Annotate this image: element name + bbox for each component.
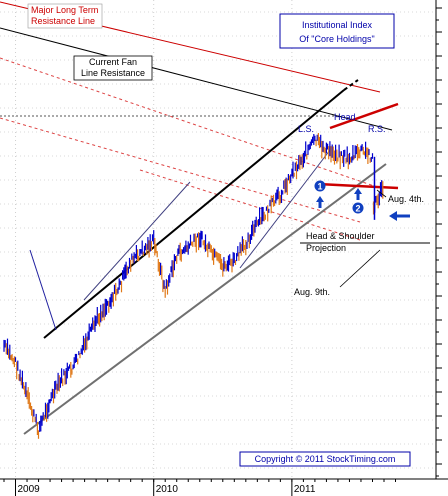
channel-support-line <box>43 89 345 339</box>
aug9-pointer <box>339 249 381 288</box>
x-tick-label: 2009 <box>18 484 41 495</box>
fan-line-dashed <box>0 57 381 189</box>
right-shoulder-label: R.S. <box>368 124 386 134</box>
major-resistance-box <box>27 3 103 29</box>
left-shoulder-label: L.S. <box>298 124 314 134</box>
channel-line-thin <box>83 181 191 301</box>
marker-2-circle <box>352 202 364 214</box>
head-label: Head <box>334 112 356 122</box>
marker-2-label: 2 <box>355 204 360 214</box>
long-term-support-line <box>23 163 387 435</box>
right-side-arrow <box>389 211 410 221</box>
fan-line-thin <box>29 249 57 331</box>
fan-resistance-box <box>73 55 153 81</box>
marker-1-circle <box>314 180 326 192</box>
hs-projection-label: Head & Shoulder <box>306 231 375 241</box>
channel-support-line-extension <box>343 79 359 91</box>
copyright-box <box>239 451 411 467</box>
head-shoulder-top-line <box>329 102 399 130</box>
trendlines <box>0 1 430 435</box>
fan-line-resistance <box>0 27 393 131</box>
title-box <box>279 13 395 49</box>
price-series <box>3 133 384 439</box>
aug4-label: Aug. 4th. <box>388 194 424 204</box>
aug9-label: Aug. 9th. <box>294 287 330 297</box>
chart-subtitle: Of "Core Holdings" <box>299 34 374 44</box>
hs-projection-label: Projection <box>306 243 346 253</box>
fan-resistance-label: Line Resistance <box>81 68 145 78</box>
x-tick-label: 2011 <box>294 484 316 495</box>
marker-2-arrow <box>354 188 362 200</box>
head-shoulder-neckline <box>317 182 399 190</box>
copyright-label: Copyright © 2011 StockTiming.com <box>255 454 396 464</box>
plot-area <box>0 0 436 479</box>
major-resistance-label: Resistance Line <box>31 16 95 26</box>
chart-title: Institutional Index <box>302 20 373 30</box>
aug4-pointer <box>376 189 387 198</box>
marker-1-arrow <box>316 196 324 208</box>
major-resistance-label: Major Long Term <box>31 5 98 15</box>
fan-resistance-label: Current Fan <box>89 57 137 67</box>
fan-line-dashed <box>139 169 361 241</box>
chart-grid <box>0 0 436 479</box>
channel-line-thin <box>239 149 331 269</box>
marker-1-label: 1 <box>317 182 322 192</box>
fan-line-dashed <box>0 117 361 223</box>
x-tick-label: 2010 <box>156 484 179 495</box>
